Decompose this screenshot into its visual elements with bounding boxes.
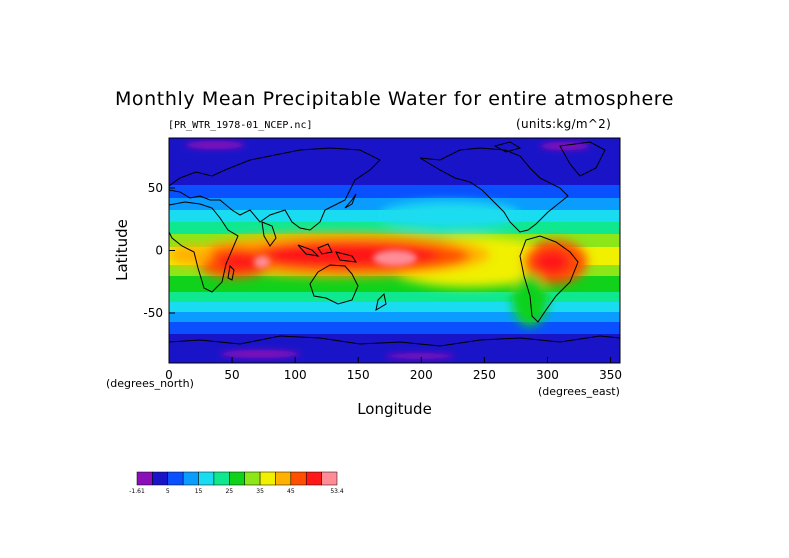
colorbar-label-5: 45	[287, 488, 295, 495]
x-tick-label-0: 0	[165, 368, 173, 382]
colorbar-swatch-1	[152, 471, 169, 486]
chart-title: Monthly Mean Precipitable Water for enti…	[114, 88, 675, 110]
coast-south-america	[519, 235, 579, 323]
colorbar-label-4: 35	[256, 488, 264, 495]
colorbar-label-0: -1.61	[129, 488, 145, 495]
colorbar-swatch-12	[321, 471, 338, 486]
colorbar-swatch-10	[290, 471, 307, 486]
x-tick-label-5: 250	[473, 368, 496, 382]
field-polar-south	[169, 334, 620, 363]
colorbar-legend: -1.61 5 15 25 35 45 53.4	[129, 471, 344, 495]
colorbar-swatch-7	[244, 471, 261, 486]
x-tick-label-1: 50	[224, 368, 239, 382]
field-band-s-subpolar	[169, 322, 620, 336]
colorbar-swatch-3	[182, 471, 199, 486]
field-max-indian	[254, 256, 270, 268]
coastlines	[169, 141, 620, 347]
y-tick-label-1: 0	[155, 244, 163, 258]
coast-india	[261, 221, 277, 247]
x-tick-label-3: 150	[347, 368, 370, 382]
y-tick-label-2: -50	[143, 306, 163, 320]
colorbar-swatch-2	[167, 471, 184, 486]
field-min-siberia	[185, 141, 245, 149]
colorbar-swatch-9	[275, 471, 292, 486]
coast-indonesia-2	[317, 243, 333, 255]
x-tick-label-2: 100	[284, 368, 307, 382]
field-band-n-mid	[169, 185, 620, 201]
x-axis-label-wrap: Longitude	[0, 400, 789, 418]
field-min-antarctic-2	[385, 353, 455, 359]
colorbar-swatch-6	[229, 471, 245, 486]
x-axis-label: Longitude	[357, 400, 432, 418]
field-min-antarctic-1	[220, 350, 300, 358]
field-band-s-mid	[169, 302, 620, 314]
x-tick-label-6: 300	[536, 368, 559, 382]
field-band-n-eq	[169, 222, 620, 236]
x-tick-label-4: 200	[410, 368, 433, 382]
field-band-s-sub	[169, 292, 620, 304]
x-unit-label: (degrees_east)	[538, 385, 620, 398]
heatmap-field	[169, 138, 620, 363]
y-unit-label: (degrees_north)	[106, 377, 194, 390]
field-blob-west-africa	[169, 245, 212, 265]
axis-ticks: 0 50 100 150 200 250 300 350 50 0 -50	[143, 181, 622, 382]
units-label: (units:kg/m^2)	[516, 117, 612, 131]
coast-greenland	[559, 141, 606, 177]
coast-eurasia	[169, 147, 381, 231]
coast-newzealand	[375, 292, 387, 312]
field-band-s-high	[169, 312, 620, 324]
field-max-pacific	[373, 250, 417, 266]
coast-newguinea	[335, 251, 358, 263]
coast-arctic-islands	[493, 141, 522, 153]
coast-australia	[309, 264, 359, 305]
coast-north-america	[419, 147, 569, 233]
coast-madagascar	[227, 264, 235, 281]
colorbar-swatch-11	[305, 471, 322, 486]
coast-japan	[344, 193, 357, 209]
coast-antarctica	[169, 335, 620, 347]
x-tick-label-7: 350	[599, 368, 622, 382]
file-label: [PR_WTR_1978-01_NCEP.nc]	[168, 120, 313, 131]
colorbar-swatch-4	[198, 471, 215, 486]
colorbar-swatch-0	[136, 471, 153, 486]
colorbar-label-1: 5	[166, 488, 170, 495]
coast-africa	[169, 201, 239, 293]
y-tick-label-0: 50	[148, 181, 163, 195]
field-blob-north-pacific	[380, 201, 520, 229]
colorbar-swatch-8	[259, 471, 276, 486]
colorbar-swatch-5	[213, 471, 230, 486]
colorbar-label-2: 15	[195, 488, 203, 495]
colorbar-label-3: 25	[225, 488, 233, 495]
coast-indonesia-1	[297, 244, 320, 257]
field-blob-amazon-core	[534, 250, 570, 274]
colorbar-label-6: 53.4	[330, 488, 344, 495]
